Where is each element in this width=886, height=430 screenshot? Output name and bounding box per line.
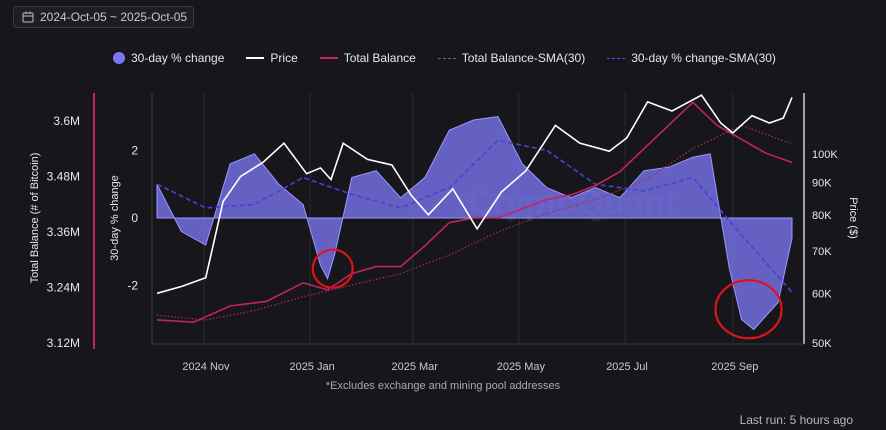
legend-label-change: 30-day % change [131, 51, 225, 65]
x-tick-label: 2024 Nov [182, 361, 230, 373]
balance-tick-label: 3.24M [47, 280, 80, 294]
legend-swatch-balance [319, 57, 338, 59]
legend-label-price: Price [270, 51, 298, 65]
balance-axis-title: Total Balance (# of Bitcoin) [29, 153, 41, 284]
date-range-picker[interactable]: 2024-Oct-05 ~ 2025-Oct-05 [13, 6, 194, 28]
legend-swatch-price [246, 57, 265, 59]
x-tick-label: 2025 Mar [391, 361, 438, 373]
price-tick-label: 70K [812, 246, 832, 258]
balance-tick-label: 3.6M [53, 114, 80, 128]
series-line-balance [156, 101, 793, 324]
balance-tick-label: 3.12M [47, 336, 80, 350]
legend-item-price[interactable]: Price [246, 51, 298, 65]
area-series-change [156, 116, 793, 331]
legend-item-balance-sma[interactable]: Total Balance-SMA(30) [437, 51, 586, 65]
legend-item-change[interactable]: 30-day % change [113, 51, 224, 65]
legend-swatch-change [113, 52, 125, 64]
balance-tick-label: 3.48M [47, 169, 80, 183]
x-axis-ticks: 2024 Nov 2025 Jan 2025 Mar 2025 May 2025 Jul… [182, 361, 758, 373]
calendar-icon [22, 11, 34, 23]
legend-label-balance-sma: Total Balance-SMA(30) [461, 51, 586, 65]
series-area-change [156, 116, 793, 331]
price-tick-label: 90K [812, 178, 832, 190]
series-line-change-sma [156, 139, 793, 293]
price-axis-ticks: 50K 60K 70K 80K 90K 100K [812, 149, 838, 350]
price-tick-label: 100K [812, 149, 838, 161]
annotation-circle [714, 279, 783, 340]
chart-legend: 30-day % change Price Total Balance Tota… [113, 51, 798, 65]
change-tick-label: 0 [131, 211, 138, 225]
x-tick-label: 2025 Sep [711, 361, 758, 373]
change-axis-title: 30-day % change [109, 175, 121, 261]
last-run-status: Last run: 5 hours ago [739, 413, 853, 427]
legend-swatch-balance-sma [437, 57, 456, 59]
legend-item-balance[interactable]: Total Balance [319, 51, 416, 65]
price-axis-title: Price ($) [847, 197, 859, 239]
change-tick-label: 2 [131, 143, 138, 157]
annotation-circle [311, 248, 354, 289]
price-tick-label: 60K [812, 288, 832, 300]
legend-item-change-sma[interactable]: 30-day % change-SMA(30) [607, 51, 776, 65]
series-line-price [156, 94, 793, 295]
change-tick-label: -2 [127, 279, 138, 293]
x-tick-label: 2025 Jan [289, 361, 334, 373]
legend-label-change-sma: 30-day % change-SMA(30) [631, 51, 776, 65]
price-tick-label: 80K [812, 210, 832, 222]
balance-axis-ticks: 3.12M 3.24M 3.36M 3.48M 3.6M [47, 114, 80, 350]
balance-tick-label: 3.36M [47, 225, 80, 239]
x-tick-label: 2025 May [497, 361, 546, 373]
price-tick-label: 50K [812, 338, 832, 350]
legend-label-balance: Total Balance [343, 51, 416, 65]
footnote: *Excludes exchange and mining pool addre… [325, 380, 561, 392]
change-axis-ticks: 2 0 -2 [127, 143, 138, 292]
legend-swatch-change-sma [607, 57, 626, 59]
annotations [311, 248, 783, 340]
date-range-text: 2024-Oct-05 ~ 2025-Oct-05 [40, 10, 188, 24]
x-tick-label: 2025 Jul [606, 361, 648, 373]
